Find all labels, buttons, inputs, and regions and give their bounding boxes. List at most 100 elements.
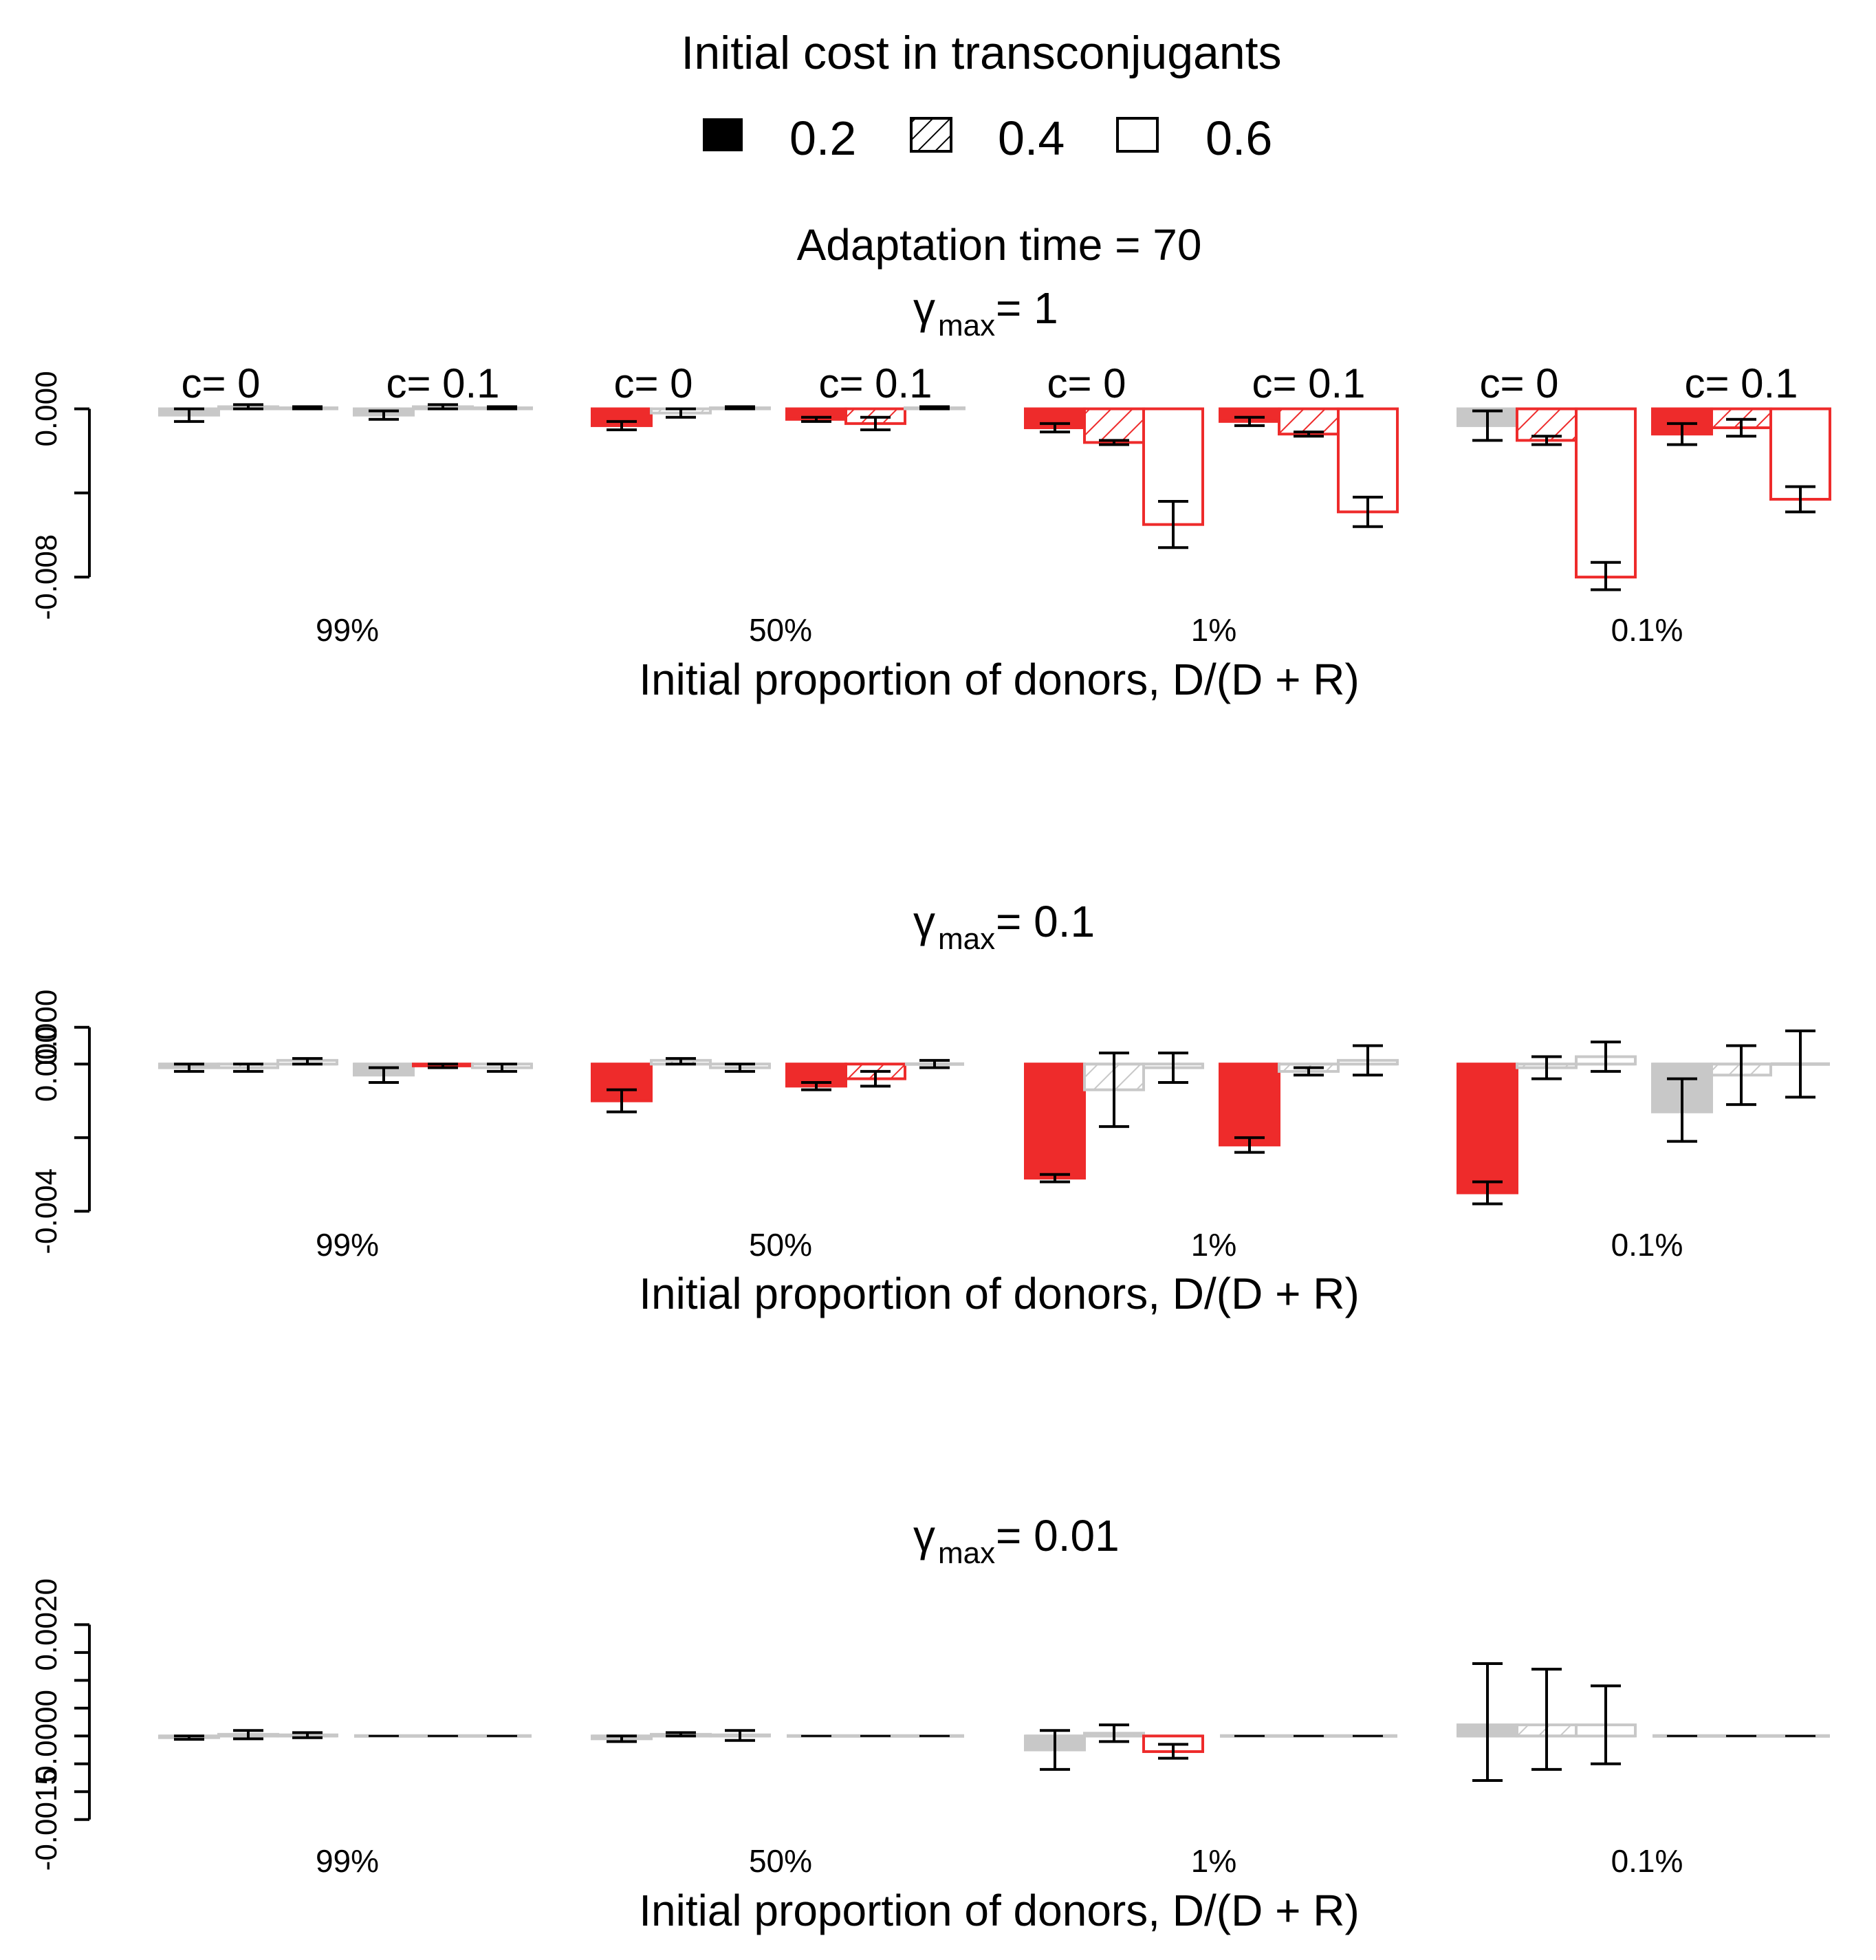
chart-panel-1: γ max = 1 0.000 -0.008 c= 0 c= 0.1 c= 0 c= 0.1 c=… (30, 283, 1831, 704)
error-bar (860, 1069, 891, 1088)
error-bar (233, 1063, 263, 1073)
subgroup-label: c= 0 (1479, 360, 1558, 406)
error-bar (1667, 422, 1697, 446)
main-title: Adaptation time = 70 (797, 220, 1202, 270)
bar-0.2 (1457, 1063, 1518, 1195)
gamma-subscript: max (938, 922, 995, 956)
gamma-symbol: γ (913, 283, 935, 333)
x-axis-title: Initial proportion of donors, D/(D + R) (639, 655, 1360, 704)
bar-0.2 (1024, 1063, 1086, 1180)
subgroup-label: c= 0.1 (818, 360, 932, 406)
error-bar (1234, 1136, 1265, 1154)
error-bar (607, 1734, 637, 1743)
error-bar (607, 1088, 637, 1113)
error-bar (666, 1057, 696, 1066)
bar-0.4 (1083, 407, 1145, 444)
error-bar (1234, 415, 1265, 427)
legend-title: Initial cost in transconjugants (681, 27, 1281, 79)
legend-swatch-open (1116, 117, 1159, 153)
error-bar (292, 1057, 323, 1066)
error-bar (1591, 1041, 1621, 1073)
error-bar (725, 1729, 755, 1742)
error-bar (919, 1058, 950, 1069)
error-bar (1472, 1662, 1503, 1783)
legend-swatch-solid (703, 118, 743, 151)
error-bar (1158, 1743, 1188, 1760)
y-tick-label: 0.0020 (30, 1578, 63, 1671)
error-bar (1294, 1066, 1324, 1077)
legend: 0.2 0.4 0.6 (703, 111, 1272, 165)
subgroup-label: c= 0 (613, 360, 692, 406)
category-label: 50% (749, 612, 812, 648)
y-tick-label: 0.000 (30, 990, 63, 1065)
error-bar (1353, 495, 1383, 528)
error-bar (801, 1080, 831, 1091)
error-bar (1785, 485, 1815, 514)
error-bar (174, 1063, 204, 1073)
legend-label-0-2: 0.2 (789, 111, 856, 165)
error-bar (1591, 1684, 1621, 1765)
error-bar (1785, 1030, 1815, 1099)
error-bar (1099, 1052, 1129, 1129)
error-bar (292, 405, 323, 411)
error-bar (1531, 1055, 1562, 1080)
y-tick-label: -0.008 (30, 534, 63, 620)
error-bar (369, 409, 399, 421)
error-bar (1531, 435, 1562, 446)
error-bar (725, 405, 755, 411)
error-bar (1158, 500, 1188, 549)
error-bar (1472, 1180, 1503, 1206)
y-tick-label: 0.000 (30, 1026, 63, 1102)
bar-0.6 (1337, 407, 1399, 514)
y-tick-label: 0.000 (30, 371, 63, 446)
bar-0.6 (1575, 407, 1637, 579)
error-bar (292, 1731, 323, 1739)
category-label: 99% (316, 1843, 379, 1879)
error-bar (1040, 422, 1070, 434)
error-bar (1472, 409, 1503, 442)
error-bar (428, 403, 458, 411)
error-bar (1531, 1668, 1562, 1771)
gamma-subscript: max (938, 1536, 995, 1570)
error-bar (487, 1063, 517, 1073)
category-label: 0.1% (1611, 1843, 1683, 1879)
gamma-symbol: γ (913, 1511, 935, 1560)
bar-0.4 (1278, 407, 1340, 436)
bar-0.2 (1219, 1063, 1280, 1146)
category-label: 0.1% (1611, 612, 1683, 648)
y-tick-label: 0.0000 (30, 1690, 63, 1783)
gamma-value: = 1 (996, 283, 1058, 333)
subgroup-label: c= 0.1 (1684, 360, 1798, 406)
error-bar (1099, 1723, 1129, 1743)
error-bar (1158, 1052, 1188, 1084)
error-bar (725, 1063, 755, 1073)
category-label: 50% (749, 1227, 812, 1263)
gamma-value: = 0.01 (996, 1511, 1120, 1560)
error-bar (1294, 431, 1324, 438)
error-bar (174, 407, 204, 423)
subgroup-label: c= 0 (181, 360, 260, 406)
gamma-subscript: max (938, 309, 995, 342)
error-bar (1040, 1173, 1070, 1184)
y-tick-label: -0.004 (30, 1168, 63, 1254)
y-tick-label: -0.0015 (30, 1768, 63, 1871)
gamma-value: = 0.1 (996, 897, 1095, 946)
bar-0.6 (1769, 407, 1831, 501)
error-bar (1040, 1729, 1070, 1771)
x-axis-title: Initial proportion of donors, D/(D + R) (639, 1269, 1360, 1318)
error-bar (174, 1734, 204, 1741)
error-bar (801, 415, 831, 423)
error-bar (919, 405, 950, 411)
error-bar (666, 407, 696, 419)
legend-label-0-6: 0.6 (1206, 111, 1272, 165)
error-bar (233, 403, 263, 411)
error-bar (233, 1729, 263, 1741)
category-label: 50% (749, 1843, 812, 1879)
category-label: 1% (1191, 1843, 1236, 1879)
error-bar (666, 1731, 696, 1738)
bar-0.6 (1142, 407, 1204, 526)
error-bar (1353, 1044, 1383, 1077)
chart-panel-3: γ max = 0.01 0.0020 0.0000-0.0015 99% 50% 1% 0.1… (30, 1511, 1830, 1935)
